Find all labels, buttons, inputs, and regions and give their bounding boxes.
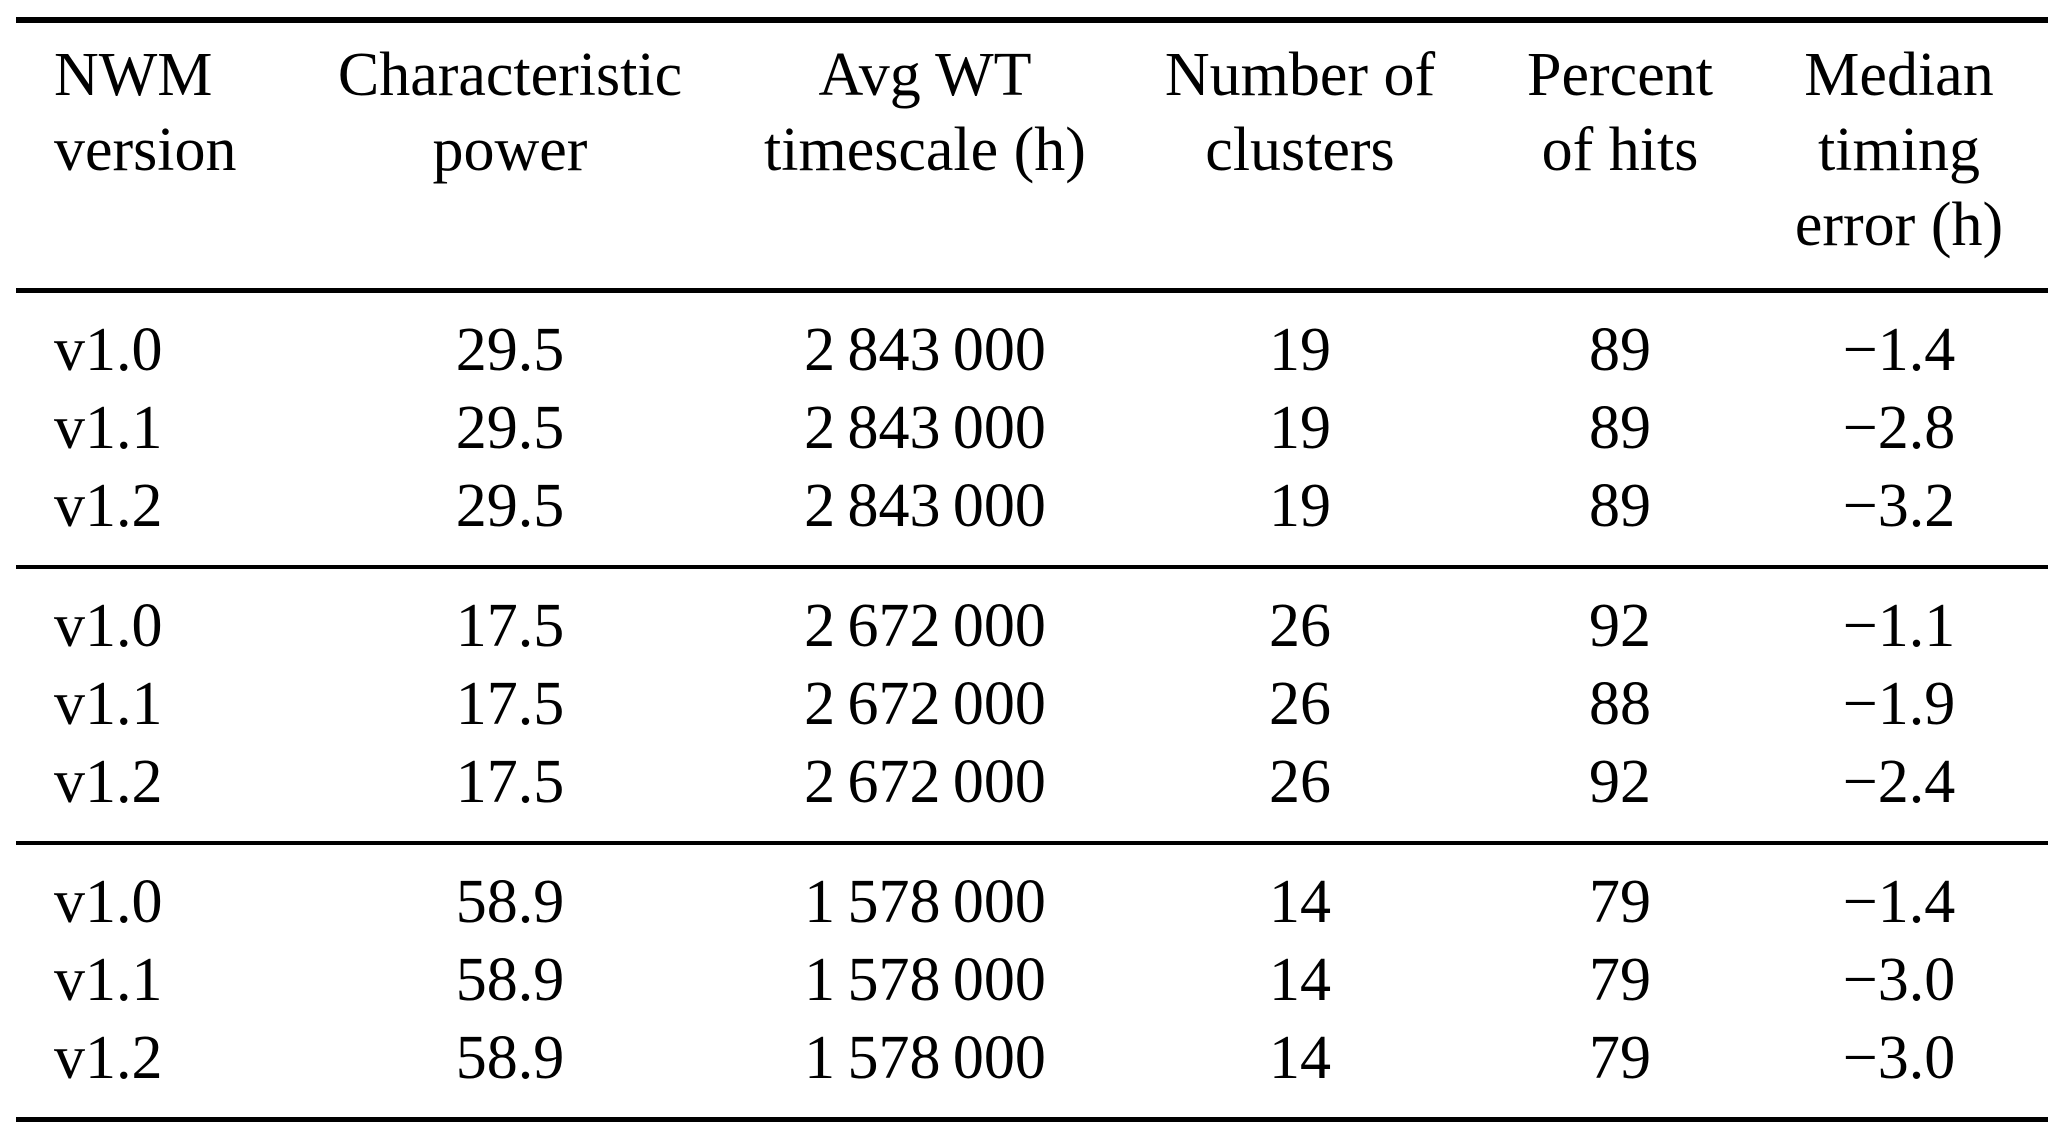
cell-number-of-clusters: 14 bbox=[1269, 1024, 1331, 1092]
cell-percent-of-hits: 79 bbox=[1589, 1024, 1651, 1092]
cell-percent-of-hits: 89 bbox=[1589, 316, 1651, 384]
cell-nwm-version: v1.2 bbox=[54, 1024, 163, 1092]
table-group-3: v1.0 58.9 1 578 000 14 79 −1.4 v1.1 58.9 1 578 0… bbox=[16, 843, 2048, 1120]
cell-percent-of-hits: 92 bbox=[1589, 592, 1651, 660]
cell-nwm-version: v1.1 bbox=[54, 394, 163, 462]
cell-nwm-version: v1.1 bbox=[54, 670, 163, 738]
cell-percent-of-hits: 88 bbox=[1589, 670, 1651, 738]
cell-characteristic-power: 17.5 bbox=[455, 670, 565, 738]
cell-characteristic-power: 17.5 bbox=[455, 748, 565, 816]
cell-characteristic-power: 17.5 bbox=[455, 592, 565, 660]
cell-avg-wt-timescale: 1 578 000 bbox=[804, 868, 1046, 936]
cell-nwm-version: v1.2 bbox=[54, 748, 163, 816]
cell-number-of-clusters: 26 bbox=[1269, 748, 1331, 816]
cell-avg-wt-timescale: 2 843 000 bbox=[804, 394, 1046, 462]
cell-number-of-clusters: 19 bbox=[1269, 394, 1331, 462]
cell-avg-wt-timescale: 2 672 000 bbox=[804, 592, 1046, 660]
cell-avg-wt-timescale: 2 672 000 bbox=[804, 670, 1046, 738]
cell-number-of-clusters: 26 bbox=[1269, 670, 1331, 738]
cell-number-of-clusters: 26 bbox=[1269, 592, 1331, 660]
cell-percent-of-hits: 79 bbox=[1589, 868, 1651, 936]
table-row: v1.1 29.5 2 843 000 19 89 −2.8 bbox=[16, 389, 2048, 467]
cell-avg-wt-timescale: 2 843 000 bbox=[804, 472, 1046, 540]
cell-median-timing-error: −1.1 bbox=[1842, 592, 1956, 660]
table-row: v1.1 17.5 2 672 000 26 88 −1.9 bbox=[16, 665, 2048, 743]
cell-avg-wt-timescale: 1 578 000 bbox=[804, 946, 1046, 1014]
cell-nwm-version: v1.0 bbox=[54, 316, 163, 384]
table-row: v1.0 29.5 2 843 000 19 89 −1.4 bbox=[16, 291, 2048, 390]
cell-characteristic-power: 58.9 bbox=[455, 1024, 565, 1092]
col-header-percent-of-hits: Percent of hits bbox=[1490, 20, 1750, 293]
cell-nwm-version: v1.2 bbox=[54, 472, 163, 540]
cell-characteristic-power: 29.5 bbox=[455, 316, 565, 384]
cell-median-timing-error: −2.4 bbox=[1842, 748, 1956, 816]
table-group-2: v1.0 17.5 2 672 000 26 92 −1.1 v1.1 17.5 2 672 0… bbox=[16, 567, 2048, 843]
cell-percent-of-hits: 79 bbox=[1589, 946, 1651, 1014]
table-row: v1.2 17.5 2 672 000 26 92 −2.4 bbox=[16, 743, 2048, 843]
cell-characteristic-power: 58.9 bbox=[455, 868, 565, 936]
cell-number-of-clusters: 14 bbox=[1269, 946, 1331, 1014]
table-row: v1.1 58.9 1 578 000 14 79 −3.0 bbox=[16, 941, 2048, 1019]
cell-avg-wt-timescale: 2 672 000 bbox=[804, 748, 1046, 816]
cell-characteristic-power: 29.5 bbox=[455, 472, 565, 540]
cell-avg-wt-timescale: 2 843 000 bbox=[804, 316, 1046, 384]
cell-characteristic-power: 29.5 bbox=[455, 394, 565, 462]
cell-avg-wt-timescale: 1 578 000 bbox=[804, 1024, 1046, 1092]
table-row: v1.2 58.9 1 578 000 14 79 −3.0 bbox=[16, 1019, 2048, 1120]
header-row: NWM version Characteristic power Avg WT … bbox=[16, 20, 2048, 293]
cell-median-timing-error: −3.2 bbox=[1842, 472, 1956, 540]
cell-percent-of-hits: 89 bbox=[1589, 472, 1651, 540]
table-header: NWM version Characteristic power Avg WT … bbox=[16, 20, 2048, 293]
cell-median-timing-error: −1.4 bbox=[1842, 868, 1956, 936]
table-row: v1.0 17.5 2 672 000 26 92 −1.1 bbox=[16, 567, 2048, 665]
nwm-results-table: NWM version Characteristic power Avg WT … bbox=[16, 17, 2048, 1122]
table-row: v1.0 58.9 1 578 000 14 79 −1.4 bbox=[16, 843, 2048, 941]
cell-median-timing-error: −2.8 bbox=[1842, 394, 1956, 462]
cell-median-timing-error: −3.0 bbox=[1842, 1024, 1956, 1092]
col-header-characteristic-power: Characteristic power bbox=[280, 20, 740, 293]
cell-nwm-version: v1.1 bbox=[54, 946, 163, 1014]
cell-percent-of-hits: 89 bbox=[1589, 394, 1651, 462]
cell-number-of-clusters: 19 bbox=[1269, 316, 1331, 384]
cell-nwm-version: v1.0 bbox=[54, 868, 163, 936]
table-row: v1.2 29.5 2 843 000 19 89 −3.2 bbox=[16, 467, 2048, 567]
col-header-median-timing-error: Median timing error (h) bbox=[1750, 20, 2048, 293]
cell-median-timing-error: −3.0 bbox=[1842, 946, 1956, 1014]
table-group-1: v1.0 29.5 2 843 000 19 89 −1.4 v1.1 29.5 2 843 0… bbox=[16, 291, 2048, 567]
cell-characteristic-power: 58.9 bbox=[455, 946, 565, 1014]
col-header-nwm-version: NWM version bbox=[16, 20, 280, 293]
cell-nwm-version: v1.0 bbox=[54, 592, 163, 660]
cell-median-timing-error: −1.4 bbox=[1842, 316, 1956, 384]
cell-number-of-clusters: 14 bbox=[1269, 868, 1331, 936]
cell-number-of-clusters: 19 bbox=[1269, 472, 1331, 540]
col-header-number-of-clusters: Number of clusters bbox=[1110, 20, 1490, 293]
col-header-avg-wt-timescale: Avg WT timescale (h) bbox=[740, 20, 1110, 293]
cell-percent-of-hits: 92 bbox=[1589, 748, 1651, 816]
cell-median-timing-error: −1.9 bbox=[1842, 670, 1956, 738]
